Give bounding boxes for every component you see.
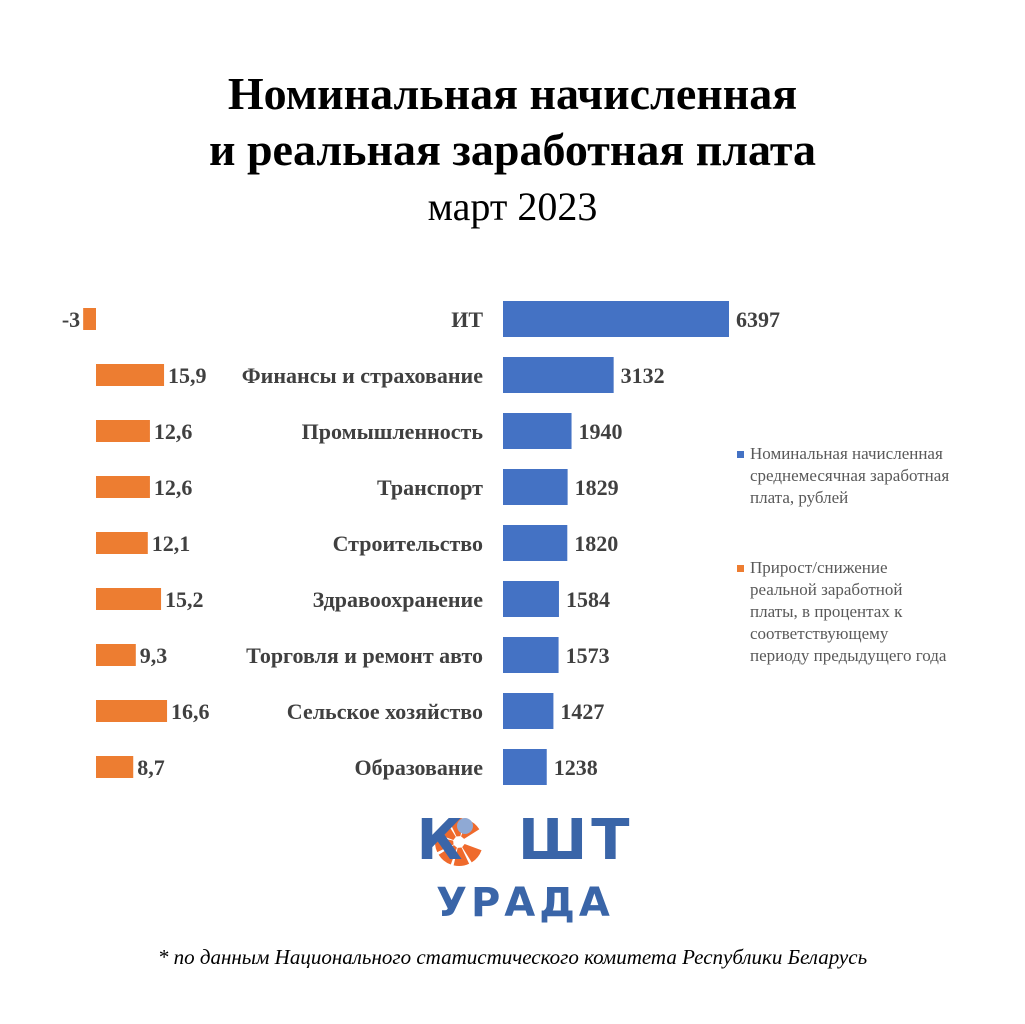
real-wage-change-label: 12,1 [152,531,191,556]
category-label: ИТ [451,307,483,332]
category-label: Здравоохранение [313,587,484,612]
legend-label-nominal: Номинальная начисленная среднемесячная з… [750,444,950,507]
category-label: Строительство [333,531,483,556]
legend-label-real-growth: Прирост/снижение реальной заработной пла… [750,558,947,665]
real-wage-change-label: 16,6 [171,699,210,724]
category-label: Образование [354,755,483,780]
nominal-wage-label: 3132 [621,363,665,388]
real-wage-change-bar [96,588,162,610]
nominal-wage-label: 1238 [554,755,598,780]
logo-letter: Ш [518,808,592,873]
real-wage-change-bar [96,700,168,722]
logo-kosht: КОШТ [395,808,655,873]
category-label: Транспорт [377,475,483,500]
real-wage-change-label: 8,7 [137,755,165,780]
nominal-wage-label: 1573 [566,643,610,668]
real-wage-change-bar [83,308,96,330]
source-footnote: * по данным Национального статистическог… [157,945,868,969]
legend-swatch-blue [737,451,744,458]
category-label: Сельское хозяйство [287,699,483,724]
nominal-wage-bar [503,301,729,337]
logo-urada: УРАДА [436,880,614,926]
nominal-wage-label: 1940 [579,419,623,444]
logo-emblem-segment [436,821,456,840]
chart-subtitle: март 2023 [427,184,598,229]
nominal-wage-bar [503,581,559,617]
nominal-wage-bar [503,749,547,785]
legend-item-nominal: Номинальная начисленная среднемесячная з… [737,443,987,509]
real-wage-change-bar [96,644,136,666]
chart-title-line2: и реальная заработная плата [208,124,817,175]
logo-emblem-map [457,818,473,834]
nominal-wage-label: 1584 [566,587,610,612]
chart-title-line1: Номинальная начисленная [227,68,798,119]
logo-emblem-segment [438,845,457,865]
nominal-wage-bar [503,469,568,505]
real-wage-change-label: 15,9 [168,363,207,388]
nominal-wage-bar [503,357,614,393]
nominal-wage-label: 6397 [736,307,780,332]
nominal-wage-bar [503,413,572,449]
logo-emblem-segment [462,844,482,863]
logo-emblem-segment [453,847,470,867]
nominal-wage-label: 1820 [574,531,618,556]
real-wage-change-label: 12,6 [154,419,193,444]
category-label: Торговля и ремонт авто [246,643,483,668]
real-wage-change-bar [96,756,134,778]
real-wage-change-label: 12,6 [154,475,193,500]
real-wage-change-bar [96,420,150,442]
category-label: Финансы и страхование [242,363,483,388]
nominal-wage-label: 1829 [575,475,619,500]
logo-letter: К [416,808,467,873]
logo-letter: Т [591,808,634,873]
real-wage-change-label: -3 [62,307,80,332]
real-wage-change-label: 15,2 [165,587,204,612]
real-wage-change-bar [96,476,150,498]
legend-swatch-orange [737,565,744,572]
logo-emblem-segment [435,836,454,853]
real-wage-change-label: 9,3 [140,643,168,668]
real-wage-change-bar [96,532,148,554]
nominal-wage-label: 1427 [560,699,604,724]
legend-item-real-growth: Прирост/снижение реальной заработной пла… [737,557,987,667]
nominal-wage-bar [503,637,559,673]
category-label: Промышленность [302,419,484,444]
nominal-wage-bar [503,693,554,729]
real-wage-change-bar [96,364,165,386]
nominal-wage-bar [503,525,568,561]
